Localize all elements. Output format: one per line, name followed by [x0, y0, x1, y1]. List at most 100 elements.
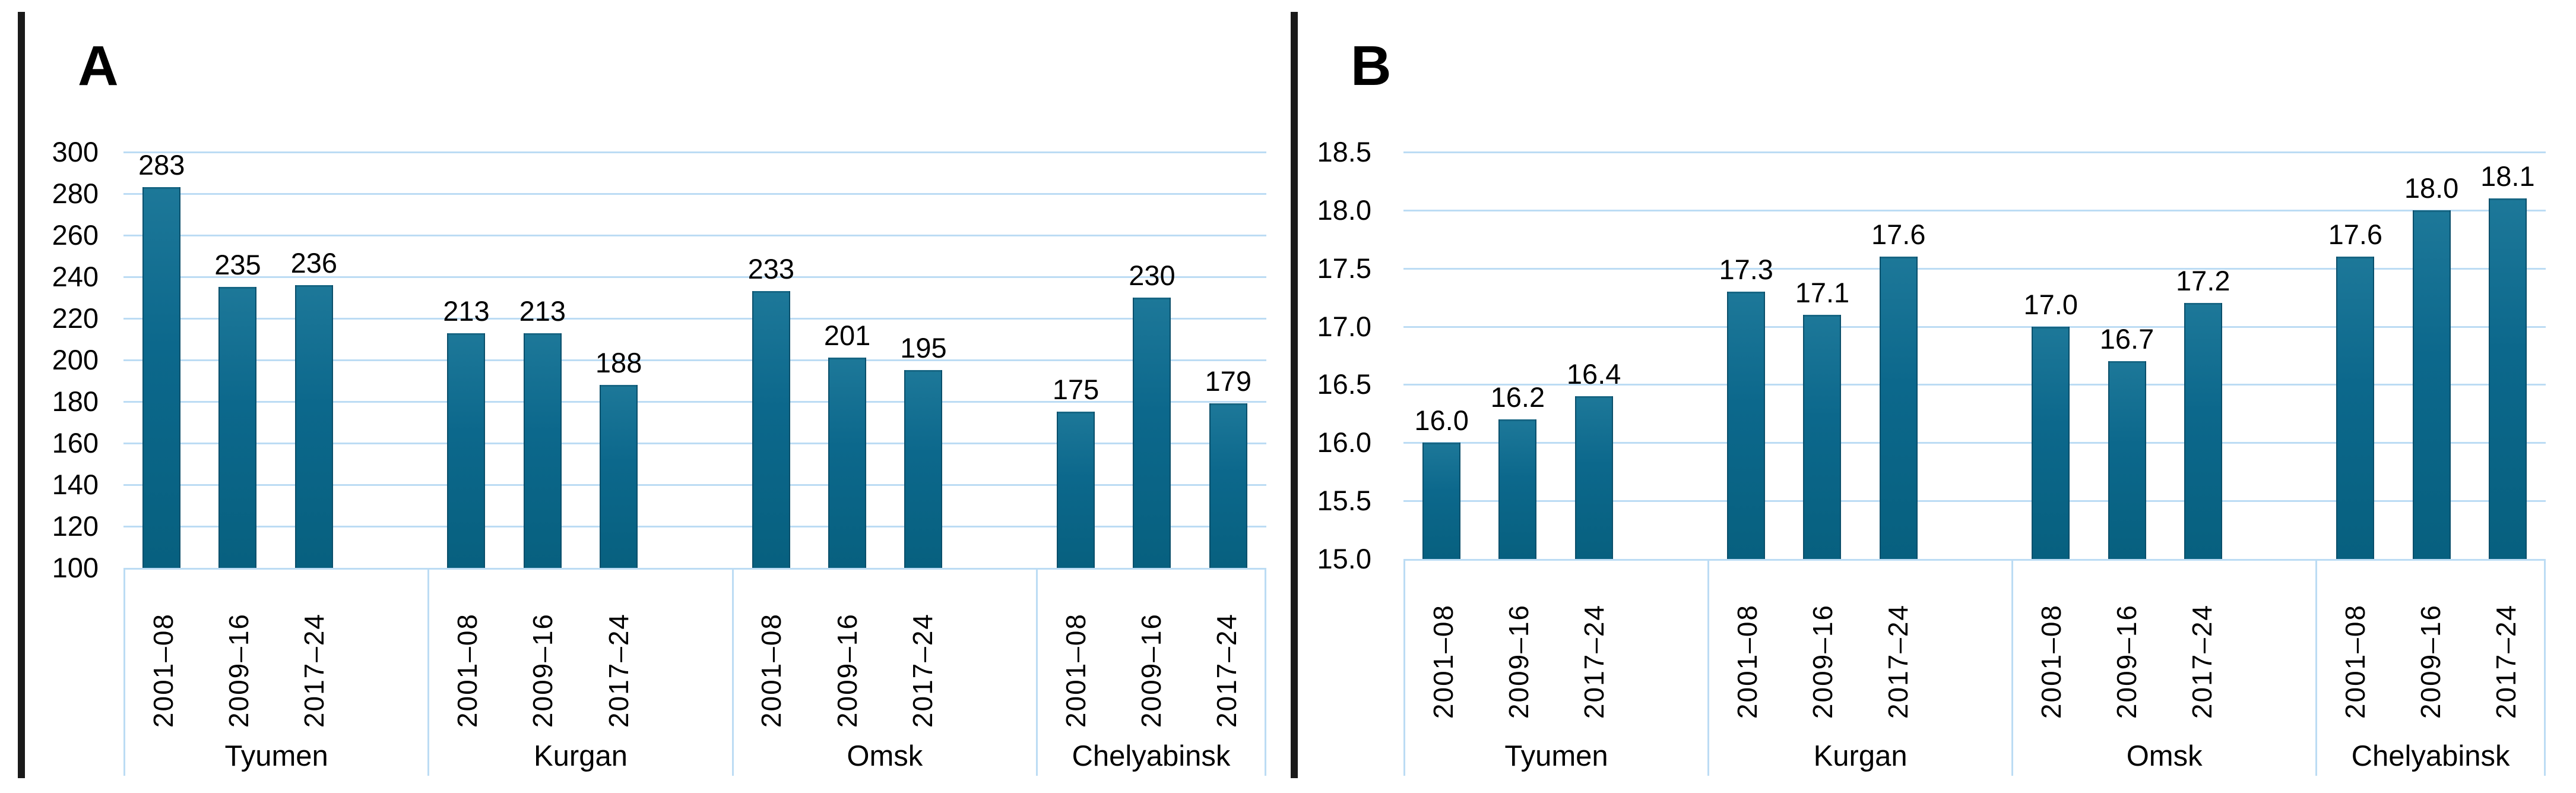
bar-tyumen-2 — [218, 287, 257, 568]
x-tick-label: 2009–16 — [1807, 604, 1838, 719]
bar-slot: 195 — [885, 152, 961, 568]
bar-tyumen-1 — [142, 187, 181, 568]
panel-b: B 18.5 18.0 17.5 17.0 16.5 16.0 15.5 15.0 16.0 16.… — [1291, 12, 2546, 778]
bar-slot: 16.4 — [1556, 152, 1632, 559]
periods-row: 2001–08 2009–16 2017–24 — [2013, 585, 2315, 739]
bar-value-label: 175 — [1052, 374, 1100, 405]
category-label: Omsk — [847, 740, 923, 772]
period-slot: 2001–08 — [1709, 585, 1785, 739]
x-tick-label: 2009–16 — [2111, 604, 2143, 719]
category-cell-chelyabinsk: 2001–08 2009–16 2017–24 Chelyabinsk — [1035, 570, 1266, 776]
panel-label: B — [1351, 34, 1392, 97]
period-slot: 2009–16 — [1481, 585, 1556, 739]
y-axis-tick-label: 160 — [52, 427, 99, 459]
bar-kurgan-1 — [447, 333, 486, 568]
period-slot: 2009–16 — [201, 593, 276, 748]
bar-slot: 201 — [809, 152, 885, 568]
spacer-slot — [962, 152, 1038, 568]
category-label: Chelyabinsk — [1072, 740, 1231, 772]
x-tick-label: 2009–16 — [1503, 604, 1534, 719]
bar-omsk-3 — [904, 370, 943, 568]
x-tick-label: 2009–16 — [527, 613, 559, 728]
period-spacer-slot — [1632, 585, 1707, 739]
period-slot: 2009–16 — [1785, 585, 1860, 739]
bar-slot: 175 — [1038, 152, 1114, 568]
period-slot: 2001–08 — [2317, 585, 2393, 739]
bar-slot: 188 — [581, 152, 657, 568]
gridline — [123, 235, 1266, 236]
bar-omsk-2 — [2108, 361, 2146, 559]
category-cell-omsk: 2001–08 2009–16 2017–24 Omsk — [2011, 561, 2315, 776]
bar-kurgan-1 — [1727, 292, 1766, 559]
bar-value-label: 17.1 — [1795, 277, 1850, 308]
bar-value-label: 233 — [747, 253, 794, 285]
y-axis-tick-label: 15.0 — [1317, 543, 1371, 574]
bar-slot: 233 — [733, 152, 809, 568]
period-slot: 2017–24 — [885, 593, 960, 748]
bar-slot: 17.0 — [2013, 152, 2089, 559]
gridline — [123, 151, 1266, 153]
gridline — [123, 193, 1266, 195]
periods-row: 2001–08 2009–16 2017–24 — [2317, 585, 2544, 739]
y-axis-tick-label: 17.0 — [1317, 310, 1371, 342]
gridline — [123, 443, 1266, 444]
period-spacer-slot — [1936, 585, 2011, 739]
period-spacer-slot — [656, 593, 731, 748]
gridline — [123, 484, 1266, 486]
x-tick-label: 2001–08 — [1427, 604, 1459, 719]
x-tick-label: 2017–24 — [1883, 604, 1914, 719]
y-axis-tick-label: 16.0 — [1317, 426, 1371, 459]
y-axis-tick-label: 16.5 — [1317, 368, 1371, 400]
bar-value-label: 195 — [900, 332, 947, 364]
period-spacer-slot — [2240, 585, 2315, 739]
bar-value-label: 213 — [443, 295, 490, 327]
period-slot: 2009–16 — [809, 593, 885, 748]
plot-area: 16.0 16.2 16.4 17.3 17.1 17.6 17.0 16.7 17.2 17.6… — [1403, 151, 2546, 559]
panel-a: A 300 280 260 240 220 200 180 160 140 120 100 283 235… — [18, 12, 1266, 778]
period-slot: 2001–08 — [1038, 593, 1113, 748]
y-axis-tick-label: 180 — [52, 386, 99, 417]
category-cell-chelyabinsk: 2001–08 2009–16 2017–24 Chelyabinsk — [2315, 561, 2546, 776]
bar-slot: 17.6 — [2317, 152, 2393, 559]
y-axis-tick-label: 15.5 — [1317, 485, 1371, 517]
category-cell-omsk: 2001–08 2009–16 2017–24 Omsk — [731, 570, 1036, 776]
period-slot: 2009–16 — [1113, 593, 1189, 748]
bar-value-label: 16.2 — [1490, 381, 1545, 413]
periods-row: 2001–08 2009–16 2017–24 — [429, 593, 731, 748]
x-tick-label: 2009–16 — [831, 613, 863, 728]
bars-layer: 16.0 16.2 16.4 17.3 17.1 17.6 17.0 16.7 17.2 17.6… — [1403, 152, 2546, 559]
bar-kurgan-2 — [1803, 315, 1842, 559]
bar-tyumen-2 — [1498, 419, 1537, 559]
bar-value-label: 188 — [595, 347, 642, 378]
plot-area: 283 235 236 213 213 188 233 201 195 175 230 179 — [123, 151, 1266, 568]
gridline — [1403, 326, 2546, 328]
bar-omsk-2 — [828, 358, 867, 568]
x-tick-label: 2001–08 — [147, 613, 179, 728]
period-spacer-slot — [352, 593, 427, 748]
y-axis-tick-label: 18.0 — [1317, 194, 1371, 226]
bar-kurgan-2 — [523, 333, 562, 568]
x-tick-label: 2001–08 — [451, 613, 483, 728]
spacer-slot — [2241, 152, 2317, 559]
bar-value-label: 235 — [214, 249, 261, 280]
period-slot: 2017–24 — [277, 593, 352, 748]
bar-value-label: 17.3 — [1719, 254, 1773, 285]
spacer-slot — [657, 152, 733, 568]
gridline — [123, 401, 1266, 403]
bar-value-label: 18.1 — [2480, 160, 2535, 192]
bar-omsk-1 — [752, 291, 790, 568]
x-tick-label: 2001–08 — [1060, 613, 1091, 728]
period-slot: 2017–24 — [1557, 585, 1632, 739]
panel-label: A — [78, 34, 119, 97]
bar-chelyabinsk-1 — [1057, 412, 1095, 568]
bar-chelyabinsk-1 — [2336, 257, 2375, 559]
period-slot: 2009–16 — [505, 593, 581, 748]
bar-value-label: 230 — [1129, 260, 1175, 291]
period-slot: 2001–08 — [125, 593, 201, 748]
spacer-slot — [1937, 152, 2013, 559]
x-axis-area: 2001–08 2009–16 2017–24 Tyumen 2001–08 2009–1… — [123, 568, 1266, 776]
periods-row: 2001–08 2009–16 2017–24 — [734, 593, 1036, 748]
period-slot: 2001–08 — [2013, 585, 2089, 739]
bar-value-label: 236 — [290, 247, 338, 279]
